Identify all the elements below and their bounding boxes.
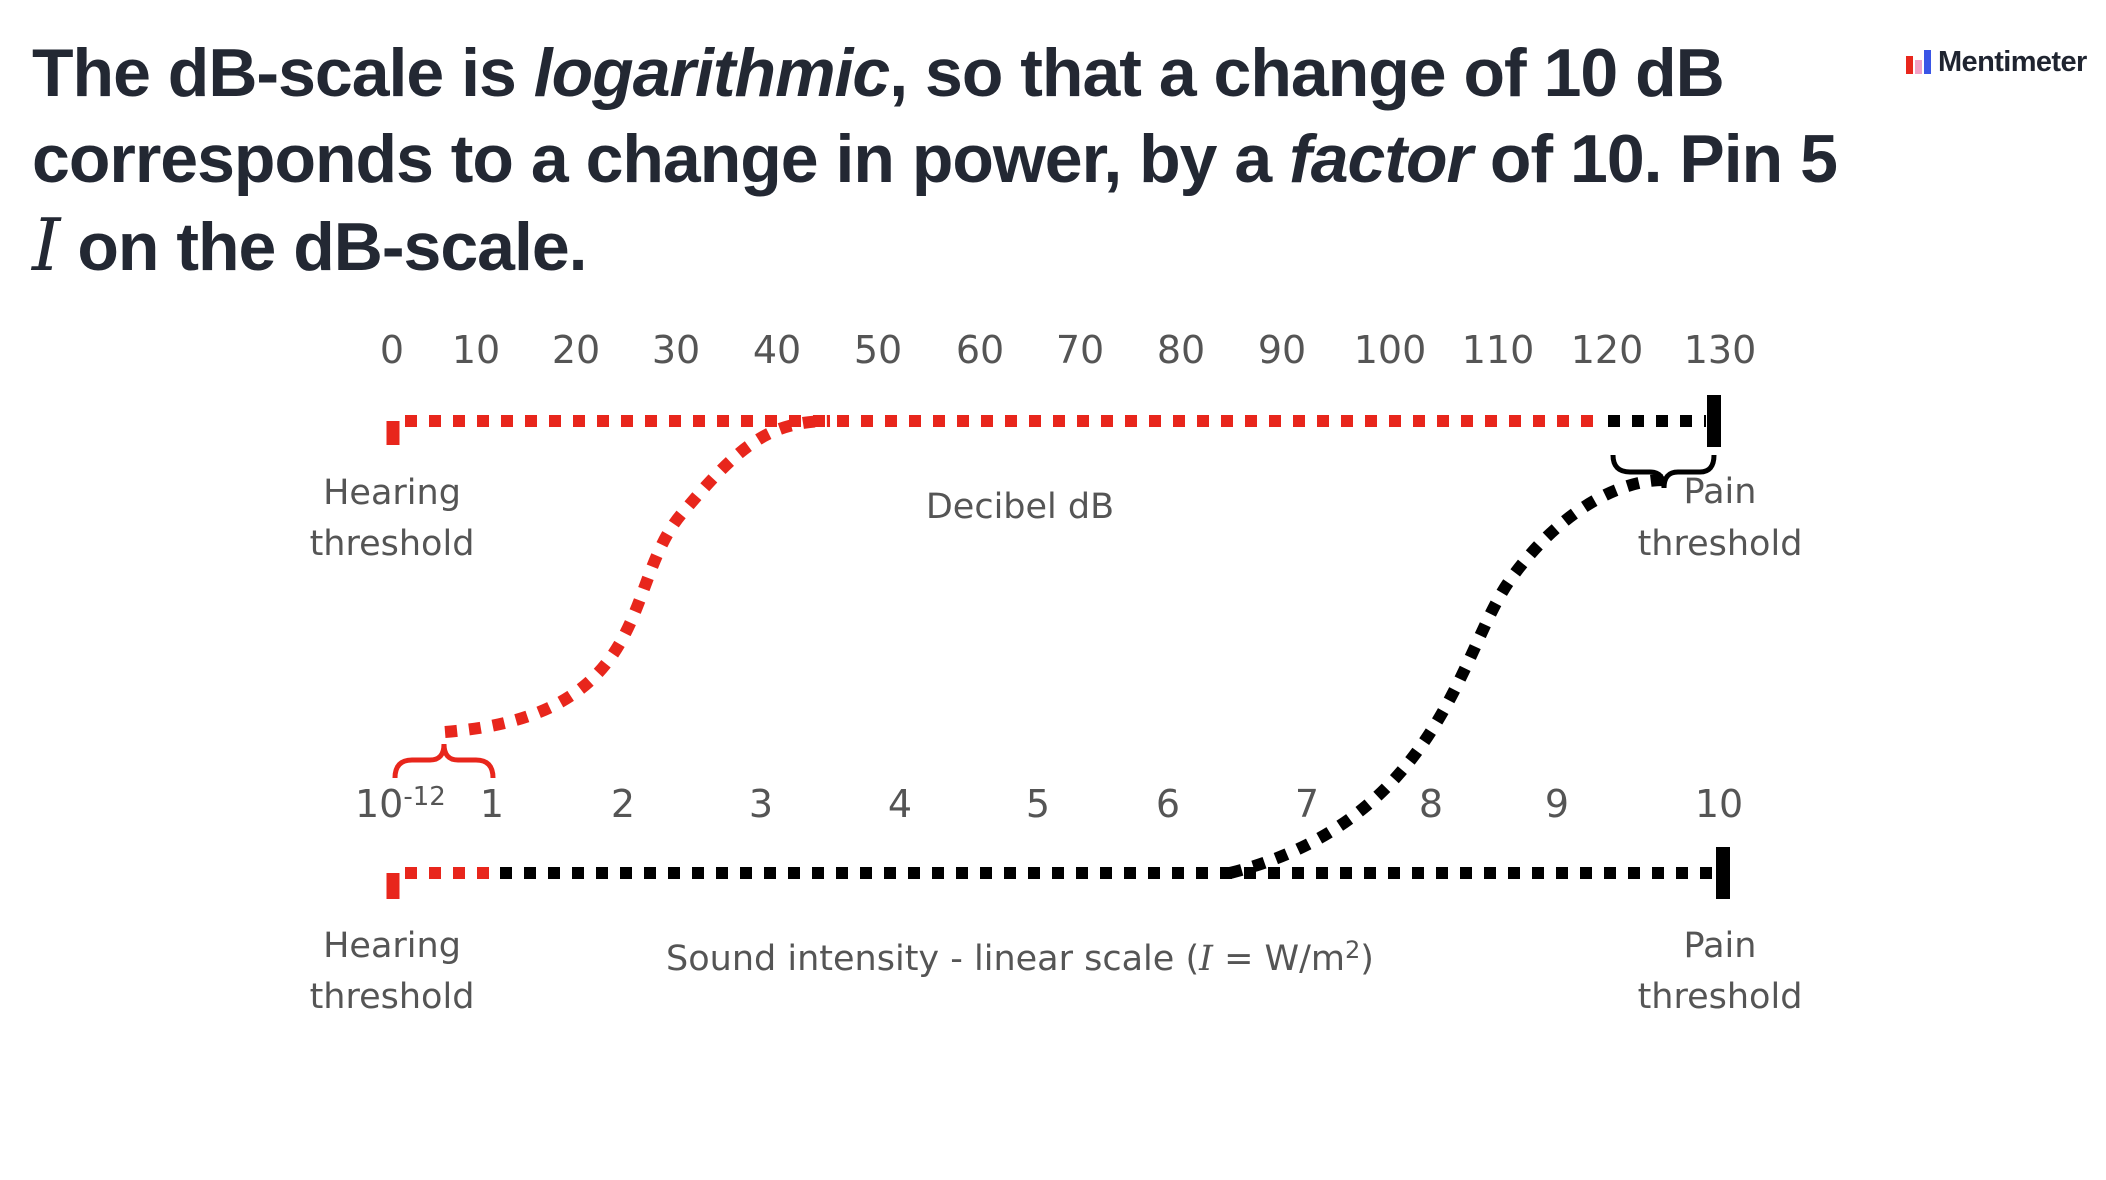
db-tick: 20 xyxy=(552,328,600,372)
db-tick: 110 xyxy=(1462,328,1535,372)
mentimeter-logo-text: Mentimeter xyxy=(1938,45,2087,78)
intensity-axis-label: Sound intensity - linear scale (I = W/m2… xyxy=(666,936,1374,979)
db-tick: 50 xyxy=(854,328,902,372)
db-pain-threshold-label: threshold xyxy=(1638,524,1803,564)
db-tick: 120 xyxy=(1571,328,1644,372)
db-pain-threshold-label: Pain xyxy=(1684,472,1757,512)
intensity-tick: 4 xyxy=(888,782,912,826)
intensity-hearing-threshold-label: Hearing xyxy=(323,926,461,966)
db-hearing-threshold-label: Hearing xyxy=(323,473,461,513)
db-tick: 60 xyxy=(956,328,1004,372)
intensity-tick: 3 xyxy=(749,782,773,826)
db-tick-labels: 0 10 20 30 40 50 60 70 80 90 100 110 120… xyxy=(380,328,1756,372)
db-tick: 130 xyxy=(1684,328,1757,372)
db-tick: 0 xyxy=(380,328,404,372)
db-tick: 40 xyxy=(753,328,801,372)
db-tick: 30 xyxy=(652,328,700,372)
question-title: The dB-scale is logarithmic, so that a c… xyxy=(32,35,1838,287)
intensity-tick: 9 xyxy=(1545,782,1569,826)
intensity-tick: 7 xyxy=(1295,782,1319,826)
db-tick: 10 xyxy=(452,328,500,372)
intensity-tick: 1 xyxy=(480,782,504,826)
db-tick: 70 xyxy=(1056,328,1104,372)
db-tick: 90 xyxy=(1258,328,1306,372)
mapping-curve-black xyxy=(1228,474,1665,879)
intensity-tick: 10 xyxy=(1695,782,1743,826)
mentimeter-logo: Mentimeter xyxy=(1906,44,2087,80)
mentimeter-logo-icon xyxy=(1906,50,1931,74)
intensity-tick: 2 xyxy=(611,782,635,826)
db-hearing-threshold-label: threshold xyxy=(310,524,475,564)
intensity-tick: 6 xyxy=(1156,782,1180,826)
intensity-pain-threshold-label: Pain xyxy=(1684,926,1757,966)
intensity-tick: 5 xyxy=(1026,782,1050,826)
intensity-tick-labels: 10-12 1 2 3 4 5 6 7 8 9 10 xyxy=(355,782,1743,826)
db-tick: 80 xyxy=(1157,328,1205,372)
db-axis-label: Decibel dB xyxy=(926,487,1114,527)
intensity-tick: 8 xyxy=(1419,782,1443,826)
mapping-curve-red xyxy=(444,415,831,738)
db-tick: 100 xyxy=(1354,328,1427,372)
intensity-start-tick: 10-12 xyxy=(355,782,446,826)
intensity-brace xyxy=(392,743,496,779)
intensity-hearing-threshold-label: threshold xyxy=(310,977,475,1017)
db-brace xyxy=(1610,454,1717,489)
intensity-pain-threshold-label: threshold xyxy=(1638,977,1803,1017)
